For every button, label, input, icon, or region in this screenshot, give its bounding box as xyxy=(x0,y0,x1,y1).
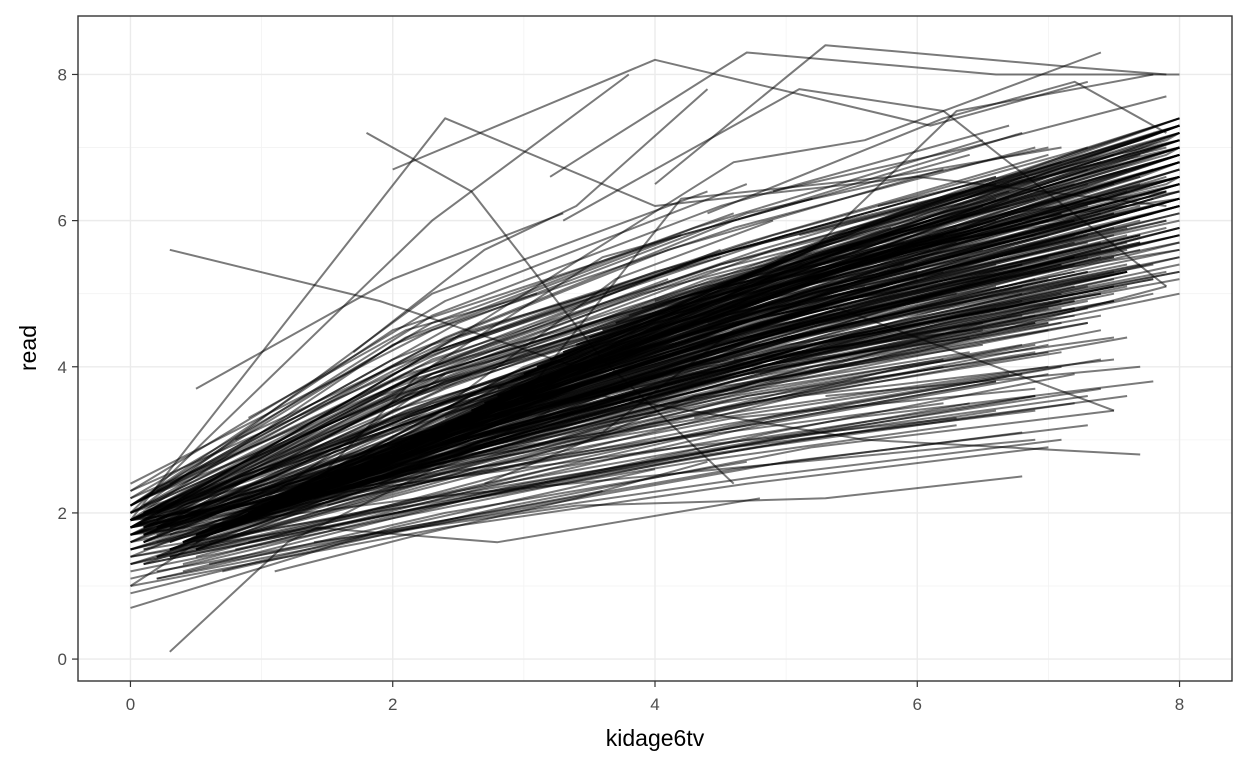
series-line xyxy=(235,387,1102,551)
series-line xyxy=(799,146,1167,237)
y-tick-label: 6 xyxy=(58,212,67,231)
series-line xyxy=(431,51,1102,354)
series-line xyxy=(812,248,1180,324)
series-line xyxy=(405,168,1180,449)
series-line xyxy=(405,263,1180,449)
series-line xyxy=(405,205,1180,449)
series-line xyxy=(169,248,577,368)
series-line xyxy=(261,219,774,492)
x-tick-label: 2 xyxy=(388,695,397,714)
series-line xyxy=(143,175,997,500)
series-line xyxy=(602,395,1141,456)
series-line xyxy=(248,380,1154,544)
x-tick-label: 6 xyxy=(913,695,922,714)
y-tick-label: 8 xyxy=(58,65,67,84)
series-line xyxy=(510,146,1180,383)
series-line xyxy=(471,183,1180,412)
series-line xyxy=(326,197,813,470)
series-line xyxy=(720,183,1115,295)
series-line xyxy=(392,234,1180,456)
series-line xyxy=(169,409,551,653)
series-line xyxy=(129,373,446,587)
series-line xyxy=(195,212,564,390)
series-line xyxy=(130,336,1128,566)
series-line xyxy=(129,73,630,514)
x-tick-label: 8 xyxy=(1175,695,1184,714)
series-line xyxy=(851,190,1167,251)
series-line xyxy=(484,205,1180,405)
series-line xyxy=(248,292,538,419)
series-line xyxy=(733,270,1128,361)
series-line xyxy=(654,117,1180,302)
series-line xyxy=(234,256,721,441)
series-line xyxy=(143,190,708,507)
series-line xyxy=(471,285,866,456)
y-tick-label: 2 xyxy=(58,504,67,523)
series-line xyxy=(667,73,1154,310)
series-line xyxy=(772,95,1167,193)
series-line xyxy=(352,88,709,353)
y-tick-label: 4 xyxy=(58,358,67,377)
series-line xyxy=(129,183,748,492)
series-line xyxy=(562,88,1168,288)
series-line xyxy=(130,468,656,609)
series-line xyxy=(484,131,1180,405)
series-line xyxy=(825,365,1141,397)
y-tick-label: 0 xyxy=(58,650,67,669)
series-line xyxy=(654,44,1167,185)
series-line xyxy=(759,314,1075,376)
x-axis-title: kidage6tv xyxy=(606,725,705,751)
series-line xyxy=(431,241,1180,434)
series-line xyxy=(602,146,1180,332)
series-line xyxy=(208,321,1088,536)
y-axis-title: read xyxy=(15,325,41,371)
series-line xyxy=(366,132,735,485)
series-line xyxy=(457,212,1180,419)
x-axis-ticks: 0 2 4 6 8 xyxy=(126,681,1184,714)
series-line xyxy=(130,402,970,580)
series-line xyxy=(130,497,761,558)
series-line xyxy=(339,278,1180,492)
series-line xyxy=(313,475,1023,544)
series-line xyxy=(694,336,1115,419)
y-axis-ticks: 0 2 4 6 8 xyxy=(58,65,78,669)
series-line xyxy=(130,146,1089,507)
series-line xyxy=(746,234,1141,339)
series-line xyxy=(156,131,1023,492)
x-tick-label: 0 xyxy=(126,695,135,714)
series-line xyxy=(707,219,1075,324)
series-line xyxy=(129,139,984,507)
series-line xyxy=(549,197,1180,361)
series-line xyxy=(169,424,957,558)
series-line xyxy=(549,51,1180,178)
series-line xyxy=(877,117,1180,207)
series-lines xyxy=(129,44,1180,653)
series-line xyxy=(182,373,472,500)
series-line xyxy=(838,234,1180,302)
x-tick-label: 4 xyxy=(650,695,659,714)
